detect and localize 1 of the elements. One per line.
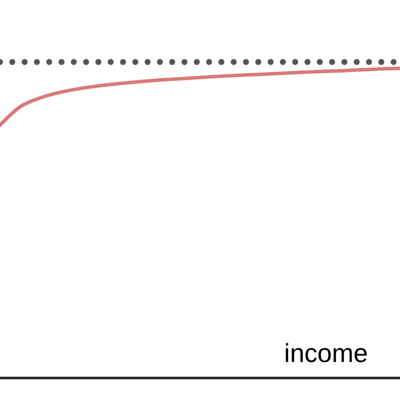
x-axis-title: income bbox=[284, 338, 368, 368]
